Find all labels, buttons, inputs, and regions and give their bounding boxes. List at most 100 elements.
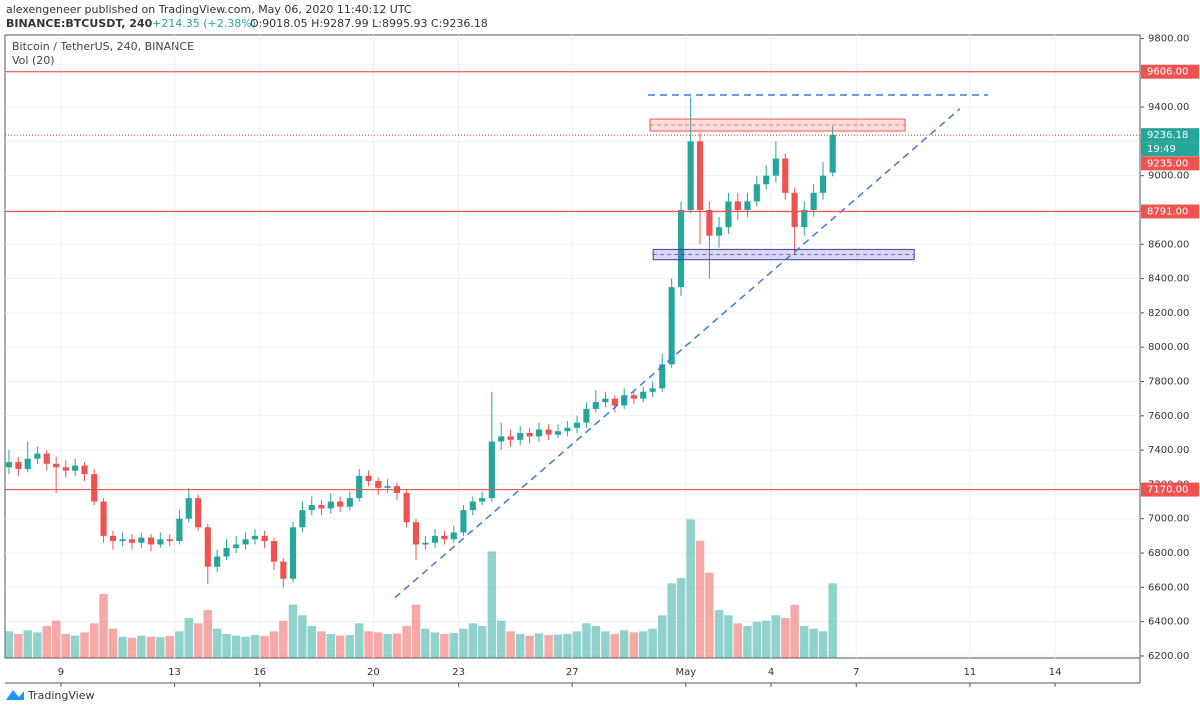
candle-body	[734, 201, 741, 210]
volume-bar	[108, 628, 118, 658]
candle-body	[5, 462, 13, 468]
volume-bar	[818, 631, 828, 658]
y-tick-label: 6600.00	[1148, 582, 1189, 593]
candle-body	[166, 539, 173, 542]
candle-body	[649, 388, 656, 392]
candle-body	[195, 498, 202, 528]
y-tick-label: 7600.00	[1148, 411, 1189, 422]
candle-body	[251, 535, 259, 540]
x-tick-label: 16	[253, 667, 266, 678]
candle-body	[327, 501, 334, 509]
volume-bar	[326, 634, 336, 658]
candle-body	[602, 398, 609, 403]
volume-bar	[269, 631, 279, 658]
volume-bar	[771, 615, 781, 658]
volume-bar	[667, 583, 676, 658]
y-tick-label: 9400.00	[1148, 102, 1189, 113]
candle-body	[375, 480, 382, 488]
candle-body	[128, 539, 136, 543]
volume-bar	[175, 631, 184, 658]
logo-icon	[6, 690, 24, 700]
candle-body	[526, 432, 533, 437]
candle-body	[356, 475, 363, 499]
candle-body	[498, 436, 505, 442]
volume-bar	[714, 610, 724, 658]
volume-bar	[525, 635, 534, 658]
candle-body	[535, 429, 543, 437]
y-tick-label: 8200.00	[1148, 308, 1189, 319]
candle-body	[725, 201, 732, 228]
legend-title: Bitcoin / TetherUS, 240, BINANCE	[12, 40, 194, 53]
x-tick-label: May	[675, 667, 696, 678]
volume-bar	[619, 630, 629, 658]
volume-bar	[695, 540, 705, 658]
volume-bar	[411, 604, 421, 658]
volume-bar	[761, 620, 771, 658]
candle-body	[299, 510, 306, 528]
volume-bar	[591, 626, 601, 658]
change: +214.35 (+2.38%)	[152, 17, 256, 30]
volume-bar	[496, 620, 506, 658]
volume-bar	[638, 631, 648, 658]
volume-bar	[279, 620, 288, 658]
candle-body	[91, 474, 98, 502]
volume-label: Vol (20)	[12, 54, 55, 67]
volume-bar	[335, 635, 345, 658]
price-tag-label: 9606.00	[1147, 67, 1188, 78]
x-tick-label: 27	[566, 667, 579, 678]
volume-bar	[212, 628, 222, 658]
ohlc-line: O:9018.05 H:9287.99 L:8995.93 C:9236.18	[250, 17, 488, 30]
candle-body	[829, 135, 836, 173]
volume-bar	[42, 626, 51, 658]
candle-body	[43, 453, 50, 464]
volume-bar	[222, 634, 231, 658]
volume-bar	[51, 620, 61, 658]
price-tag-label: 8791.00	[1147, 207, 1188, 218]
volume-bar	[553, 634, 563, 658]
price-tag-label: 9235.00	[1147, 158, 1188, 169]
candle-body	[15, 462, 22, 469]
volume-bar	[260, 636, 269, 658]
candle-body	[270, 541, 278, 562]
candle-body	[412, 522, 420, 545]
price-tag	[1141, 156, 1199, 171]
volume-bar	[477, 626, 487, 658]
candle-body	[677, 209, 685, 288]
x-tick-label: 4	[768, 667, 774, 678]
volume-bar	[572, 631, 582, 658]
volume-bar	[440, 634, 449, 658]
candle-body	[403, 492, 410, 523]
volume-bar	[383, 634, 392, 658]
candle-body	[696, 141, 704, 210]
candle-body	[450, 532, 457, 540]
candle-body	[242, 539, 249, 545]
volume-bar	[70, 635, 80, 658]
volume-bar	[193, 623, 203, 658]
candle-body	[763, 175, 770, 185]
candle-body	[753, 184, 760, 202]
volume-bar	[307, 626, 316, 658]
candle-body	[441, 535, 448, 540]
volume-bar	[705, 572, 714, 658]
volume-bar	[610, 634, 620, 658]
volume-bar	[430, 632, 440, 658]
volume-bar	[165, 636, 174, 658]
candle-body	[517, 432, 524, 440]
candle-body	[640, 391, 647, 399]
volume-bar	[809, 628, 818, 658]
y-tick-label: 8400.00	[1148, 274, 1189, 285]
volume-bar	[250, 635, 260, 658]
candle-body	[214, 556, 221, 567]
y-tick-label: 9800.00	[1148, 33, 1189, 44]
volume-bar	[421, 628, 430, 658]
y-tick-label: 8000.00	[1148, 342, 1189, 353]
candle-body	[109, 535, 117, 542]
candle-body	[337, 501, 344, 507]
volume-bar	[317, 631, 326, 658]
volume-bar	[392, 633, 402, 658]
x-tick-label: 13	[168, 667, 181, 678]
volume-bar	[137, 635, 146, 658]
volume-bar	[14, 634, 23, 658]
candle-body	[81, 465, 88, 475]
